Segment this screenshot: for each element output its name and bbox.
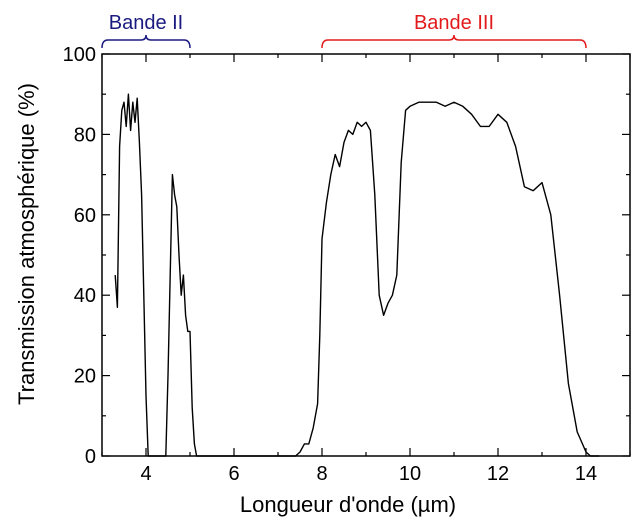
x-tick-label: 10: [399, 463, 421, 485]
band-bracket-1: [101, 34, 191, 49]
band-label-2: Bande III: [414, 12, 494, 34]
band-label-1: Bande II: [109, 12, 184, 34]
y-tick-label: 0: [85, 446, 96, 468]
y-tick-label: 60: [74, 205, 96, 227]
band-annotations: Bande II Bande III: [101, 12, 587, 49]
y-axis-label: Transmission atmosphérique (%): [14, 83, 39, 405]
x-tick-label: 8: [316, 463, 327, 485]
band-bracket-2: [321, 34, 587, 49]
x-tick-label: 12: [487, 463, 509, 485]
x-axis-label: Longueur d'onde (µm): [240, 492, 456, 517]
series-line-0: [114, 93, 600, 457]
y-tick-label: 40: [74, 285, 96, 307]
y-tick-label: 20: [74, 366, 96, 388]
y-tick-label: 80: [74, 124, 96, 146]
x-tick-label: 4: [140, 463, 151, 485]
plot-area: [101, 53, 631, 457]
x-tick-label: 14: [575, 463, 597, 485]
x-axis: 4 6 8 10 12 14: [101, 54, 631, 485]
y-tick-label: 100: [63, 44, 96, 66]
x-tick-label: 6: [228, 463, 239, 485]
y-axis: 0 20 40 60 80 100: [63, 44, 630, 468]
plot-frame: [101, 53, 631, 457]
